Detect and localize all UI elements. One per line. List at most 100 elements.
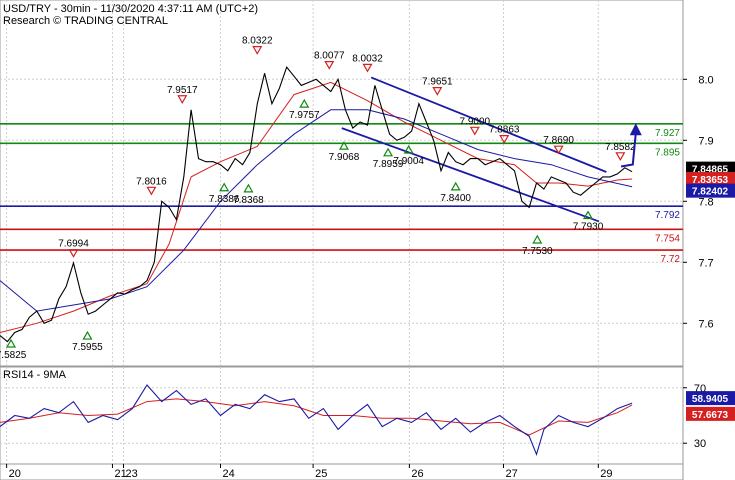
arrow-head — [629, 123, 642, 136]
price-panel-frame — [0, 0, 684, 367]
channel-upper-line — [370, 76, 607, 173]
x-tick-label: 25 — [315, 468, 327, 480]
rsi-badge-bg — [686, 406, 735, 421]
trough-marker — [450, 181, 461, 191]
price-y-ticks: 8.0 7.9 7.8 7.7 7.6 — [683, 74, 714, 330]
trough-label: 7.9757 — [289, 110, 320, 121]
x-axis-frame — [0, 463, 684, 480]
trough-marker — [403, 144, 414, 154]
rsi-y-tick-label: 30 — [694, 438, 706, 450]
peak-marker — [615, 152, 626, 162]
price-ma-line — [0, 109, 633, 312]
level-label: 7.927 — [655, 128, 680, 139]
peak-marker — [177, 95, 188, 104]
trough-marker — [219, 182, 230, 192]
peak-marker — [553, 145, 564, 155]
trough-label: 7.5955 — [72, 342, 103, 353]
peak-marker — [469, 126, 480, 136]
trough-label: 7.8959 — [373, 159, 404, 170]
price-arrow — [620, 123, 642, 168]
trough-label: 7.9068 — [329, 152, 360, 163]
price-y-tick-label: 7.7 — [698, 257, 713, 269]
peak-label: 7.9517 — [167, 85, 198, 96]
price-series-line — [0, 65, 633, 343]
trough-label: 7.8400 — [440, 193, 471, 204]
rsi-badge-bg — [686, 391, 735, 406]
chart-subtitle: Research © TRADING CENTRAL — [3, 15, 168, 27]
rsi-lines — [0, 384, 633, 456]
rsi-gridlines — [0, 367, 683, 464]
price-badge-label: 7.84865 — [692, 165, 729, 176]
x-tick-label: 24 — [223, 468, 235, 480]
trough-label: 7.9004 — [393, 156, 424, 167]
trough-marker — [299, 98, 310, 108]
price-y-tick-label: 7.6 — [698, 318, 713, 330]
peak-label: 7.8690 — [543, 135, 574, 146]
channel-lower-line — [341, 127, 600, 223]
x-tick-label: 21 — [114, 468, 126, 480]
price-y-tick-label: 7.8 — [698, 196, 713, 208]
level-label: 7.754 — [655, 233, 680, 244]
arrow-shaft — [620, 133, 637, 168]
trough-marker — [532, 234, 543, 244]
price-gridlines — [0, 0, 683, 366]
level-label: 7.72 — [661, 254, 681, 265]
x-tick-label: 20 — [9, 468, 21, 480]
price-badge-label: 7.82402 — [692, 187, 729, 198]
peak-label: 8.0032 — [352, 53, 383, 64]
rsi-badge-label: 58.9405 — [692, 394, 729, 405]
peak-marker — [252, 46, 263, 55]
rsi-title: RSI14 - 9MA — [3, 369, 67, 381]
chart-title: USD/TRY - 30min - 11/30/2020 4:37:11 AM … — [3, 3, 258, 15]
peak-marker — [146, 186, 157, 196]
trough-marker — [338, 140, 350, 150]
trough-label: 7.8368 — [233, 195, 264, 206]
price-markers: 7.6994 7.8016 7.9517 8.0322 8.0077 8.0032 7.96… — [0, 36, 636, 361]
x-tick-label: 29 — [600, 468, 612, 480]
rsi-badges: 58.9405 57.6673 — [686, 391, 735, 421]
peak-label: 7.8863 — [489, 125, 520, 136]
price-badge-bg — [686, 183, 735, 198]
price-channel — [341, 76, 607, 223]
price-levels: 7.927 7.895 7.792 7.754 7.72 — [0, 123, 683, 265]
level-label: 7.792 — [655, 210, 680, 221]
peak-label: 7.9000 — [460, 116, 491, 127]
trough-marker — [243, 183, 254, 193]
peak-marker — [324, 61, 335, 70]
trough-label: 7.7930 — [573, 222, 604, 233]
trough-marker — [383, 147, 394, 157]
x-tick-label: 26 — [411, 468, 423, 480]
rsi-badge-label: 57.6673 — [692, 410, 729, 421]
trough-marker — [5, 338, 17, 348]
peak-label: 7.8582 — [605, 142, 636, 153]
peak-marker — [68, 249, 79, 258]
peak-marker — [432, 86, 443, 96]
price-ma-line — [0, 81, 633, 333]
rsi-ma-line — [0, 398, 633, 436]
peak-label: 8.0322 — [242, 36, 273, 47]
peak-marker — [362, 63, 373, 73]
price-line — [0, 65, 633, 343]
price-y-tick-label: 7.9 — [698, 135, 713, 147]
peak-label: 7.6994 — [58, 239, 89, 250]
trough-marker — [82, 330, 93, 340]
peak-label: 7.9651 — [422, 77, 453, 88]
level-label: 7.895 — [655, 147, 680, 158]
trough-label: 7.7530 — [522, 246, 553, 257]
peak-label: 7.8016 — [136, 176, 167, 187]
trough-label: 7.5825 — [0, 350, 27, 361]
trough-label: 7.8386 — [209, 194, 240, 205]
price-y-tick-label: 8.0 — [698, 74, 713, 86]
rsi-panel: RSI14 - 9MA — [0, 366, 684, 465]
rsi-line — [0, 384, 633, 456]
trough-marker — [582, 210, 594, 220]
price-badge-label: 7.83653 — [692, 175, 729, 186]
x-tick-label: 27 — [505, 468, 517, 480]
peak-marker — [499, 135, 510, 144]
